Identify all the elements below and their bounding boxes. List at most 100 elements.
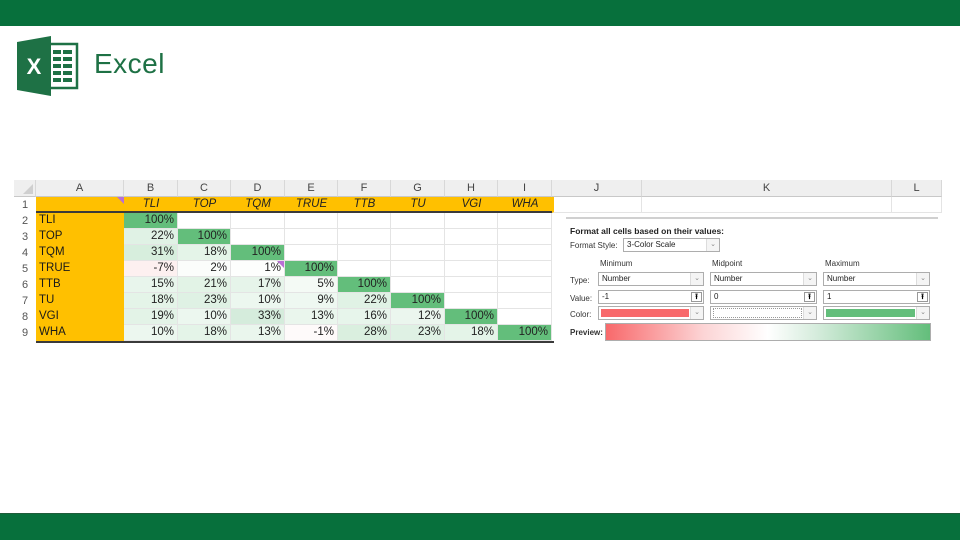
cell-g4[interactable]	[391, 245, 445, 261]
cell-b8[interactable]: 19%	[124, 309, 178, 325]
cell-i4[interactable]	[498, 245, 552, 261]
row-header-6[interactable]: 6	[14, 277, 36, 293]
cell-h8[interactable]: 100%	[445, 309, 498, 325]
cell-h1[interactable]: VGI	[445, 197, 498, 213]
cell-f7[interactable]: 22%	[338, 293, 391, 309]
cell-j1[interactable]	[552, 197, 642, 213]
cell-a6[interactable]: TTB	[36, 277, 124, 293]
cell-f3[interactable]	[338, 229, 391, 245]
cell-c9[interactable]: 18%	[178, 325, 231, 341]
cell-e1[interactable]: TRUE	[285, 197, 338, 213]
cell-a1[interactable]	[36, 197, 124, 213]
cell-b3[interactable]: 22%	[124, 229, 178, 245]
cell-g7[interactable]: 100%	[391, 293, 445, 309]
cell-c1[interactable]: TOP	[178, 197, 231, 213]
column-header-k[interactable]: K	[642, 180, 892, 197]
cell-f6[interactable]: 100%	[338, 277, 391, 293]
column-header-f[interactable]: F	[338, 180, 391, 197]
cell-g1[interactable]: TU	[391, 197, 445, 213]
row-header-1[interactable]: 1	[14, 197, 36, 213]
row-header-7[interactable]: 7	[14, 293, 36, 309]
midpoint-value-input[interactable]: 0 ⭱	[710, 290, 817, 304]
column-header-c[interactable]: C	[178, 180, 231, 197]
cell-g8[interactable]: 12%	[391, 309, 445, 325]
cell-h4[interactable]	[445, 245, 498, 261]
cell-f8[interactable]: 16%	[338, 309, 391, 325]
range-picker-icon[interactable]: ⭱	[691, 292, 702, 302]
row-header-8[interactable]: 8	[14, 309, 36, 325]
range-picker-icon[interactable]: ⭱	[804, 292, 815, 302]
cell-c4[interactable]: 18%	[178, 245, 231, 261]
maximum-value-input[interactable]: 1 ⭱	[823, 290, 930, 304]
maximum-color-picker[interactable]: ⌄	[823, 306, 930, 320]
cell-l1[interactable]	[892, 197, 942, 213]
cell-g9[interactable]: 23%	[391, 325, 445, 341]
cell-a2[interactable]: TLI	[36, 213, 124, 229]
column-header-j[interactable]: J	[552, 180, 642, 197]
cell-d7[interactable]: 10%	[231, 293, 285, 309]
midpoint-color-picker[interactable]: ⌄	[710, 306, 817, 320]
cell-f4[interactable]	[338, 245, 391, 261]
cell-g6[interactable]	[391, 277, 445, 293]
cell-g3[interactable]	[391, 229, 445, 245]
cell-i5[interactable]	[498, 261, 552, 277]
row-header-5[interactable]: 5	[14, 261, 36, 277]
cell-e7[interactable]: 9%	[285, 293, 338, 309]
cell-b2[interactable]: 100%	[124, 213, 178, 229]
cell-c8[interactable]: 10%	[178, 309, 231, 325]
cell-e3[interactable]	[285, 229, 338, 245]
cell-h2[interactable]	[445, 213, 498, 229]
cell-d2[interactable]	[231, 213, 285, 229]
cell-b7[interactable]: 18%	[124, 293, 178, 309]
cell-c6[interactable]: 21%	[178, 277, 231, 293]
cell-b4[interactable]: 31%	[124, 245, 178, 261]
cell-h6[interactable]	[445, 277, 498, 293]
column-header-g[interactable]: G	[391, 180, 445, 197]
cell-i8[interactable]	[498, 309, 552, 325]
cell-g2[interactable]	[391, 213, 445, 229]
cell-f1[interactable]: TTB	[338, 197, 391, 213]
cell-e9[interactable]: -1%	[285, 325, 338, 341]
cell-e6[interactable]: 5%	[285, 277, 338, 293]
cell-i3[interactable]	[498, 229, 552, 245]
column-header-a[interactable]: A	[36, 180, 124, 197]
cell-h7[interactable]	[445, 293, 498, 309]
cell-a8[interactable]: VGI	[36, 309, 124, 325]
maximum-type-dropdown[interactable]: Number ⌄	[823, 272, 930, 286]
row-header-9[interactable]: 9	[14, 325, 36, 341]
spreadsheet-grid[interactable]: A B C D E F G H I J K L 1 2 3 4 5 6 7 8 …	[14, 180, 942, 345]
select-all-corner[interactable]	[14, 180, 36, 197]
cell-i1[interactable]: WHA	[498, 197, 552, 213]
cell-d1[interactable]: TQM	[231, 197, 285, 213]
cell-h9[interactable]: 18%	[445, 325, 498, 341]
cell-f2[interactable]	[338, 213, 391, 229]
cell-c2[interactable]	[178, 213, 231, 229]
cell-g5[interactable]	[391, 261, 445, 277]
format-style-dropdown[interactable]: 3-Color Scale ⌄	[623, 238, 720, 252]
cell-e4[interactable]	[285, 245, 338, 261]
cell-i7[interactable]	[498, 293, 552, 309]
row-header-4[interactable]: 4	[14, 245, 36, 261]
column-header-l[interactable]: L	[892, 180, 942, 197]
cell-d8[interactable]: 33%	[231, 309, 285, 325]
cell-b1[interactable]: TLI	[124, 197, 178, 213]
cell-i9[interactable]: 100%	[498, 325, 552, 341]
cell-c3[interactable]: 100%	[178, 229, 231, 245]
minimum-value-input[interactable]: -1 ⭱	[598, 290, 704, 304]
minimum-type-dropdown[interactable]: Number ⌄	[598, 272, 704, 286]
midpoint-type-dropdown[interactable]: Number ⌄	[710, 272, 817, 286]
cell-d4[interactable]: 100%	[231, 245, 285, 261]
minimum-color-picker[interactable]: ⌄	[598, 306, 704, 320]
column-header-b[interactable]: B	[124, 180, 178, 197]
cell-h3[interactable]	[445, 229, 498, 245]
cell-b9[interactable]: 10%	[124, 325, 178, 341]
row-header-2[interactable]: 2	[14, 213, 36, 229]
cell-k1[interactable]	[642, 197, 892, 213]
cell-c7[interactable]: 23%	[178, 293, 231, 309]
cell-b6[interactable]: 15%	[124, 277, 178, 293]
cell-e8[interactable]: 13%	[285, 309, 338, 325]
column-header-h[interactable]: H	[445, 180, 498, 197]
cell-d9[interactable]: 13%	[231, 325, 285, 341]
row-header-3[interactable]: 3	[14, 229, 36, 245]
cell-a9[interactable]: WHA	[36, 325, 124, 341]
